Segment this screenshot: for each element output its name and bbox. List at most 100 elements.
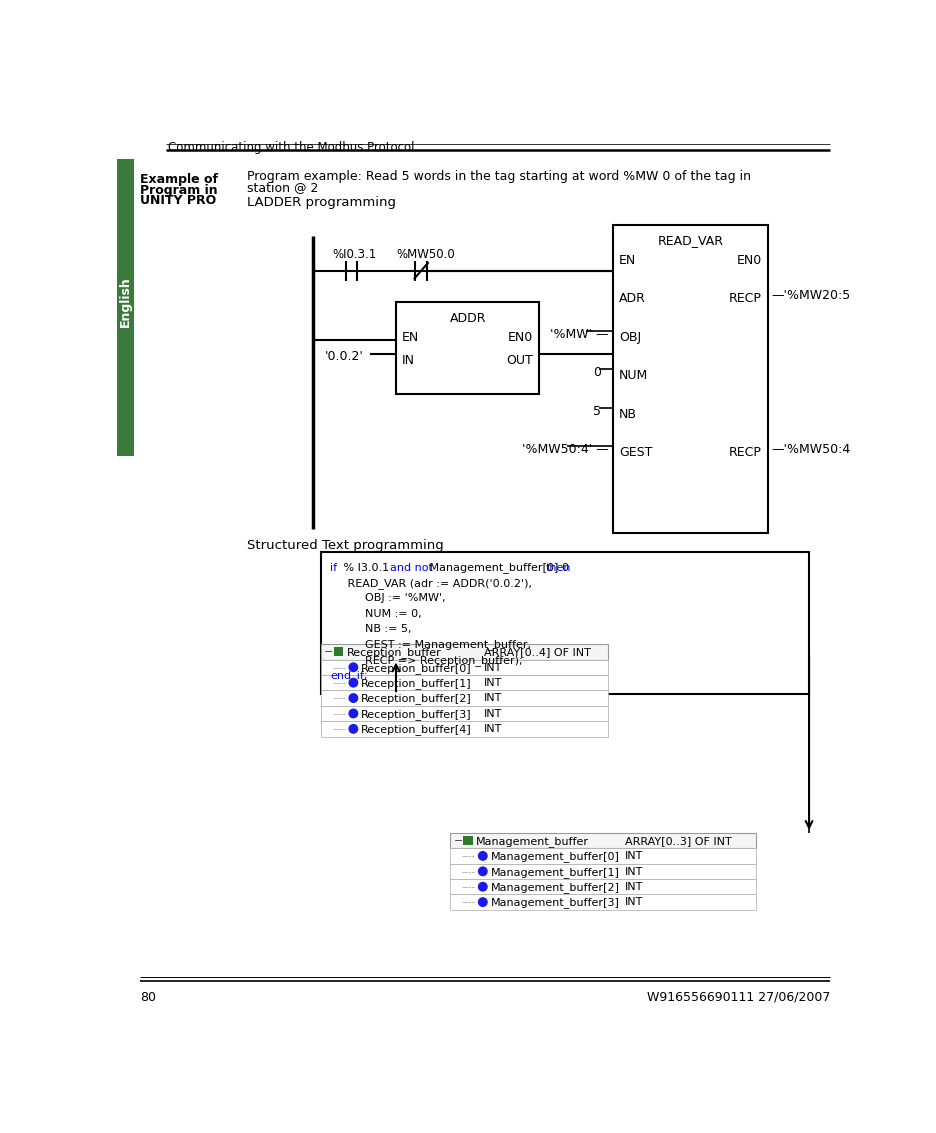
Text: INT: INT <box>624 851 643 861</box>
Text: Structured Text programming: Structured Text programming <box>247 539 444 553</box>
Text: Example of: Example of <box>140 173 218 186</box>
Text: Communicating with the Modbus Protocol: Communicating with the Modbus Protocol <box>168 142 415 154</box>
Text: ADR: ADR <box>620 292 646 305</box>
Text: INT: INT <box>624 867 643 877</box>
Bar <box>450 894 756 910</box>
Circle shape <box>478 852 487 860</box>
Text: ----: ---- <box>461 883 475 892</box>
Text: −: − <box>453 836 462 846</box>
Text: ----: ---- <box>461 851 475 861</box>
Text: NB: NB <box>620 408 637 420</box>
Text: Management_buffer[0]: Management_buffer[0] <box>490 851 620 862</box>
Text: ----: ---- <box>461 897 475 908</box>
Text: '%MW50:4' —: '%MW50:4' — <box>522 443 609 457</box>
Text: INT: INT <box>484 724 502 734</box>
Circle shape <box>478 867 487 876</box>
Text: W916556690111 27/06/2007: W916556690111 27/06/2007 <box>647 990 830 1004</box>
Text: %I0.3.1: %I0.3.1 <box>332 248 376 261</box>
Text: %MW50.0: %MW50.0 <box>396 248 455 261</box>
Bar <box>321 675 607 690</box>
Text: INT: INT <box>484 693 502 704</box>
Text: READ_VAR: READ_VAR <box>657 235 724 247</box>
Text: Program in: Program in <box>140 184 218 197</box>
Bar <box>450 879 756 894</box>
Text: Management_buffer: Management_buffer <box>475 836 589 846</box>
Bar <box>321 690 607 706</box>
Text: INT: INT <box>484 709 502 718</box>
Circle shape <box>349 679 358 687</box>
Text: RECP: RECP <box>729 292 762 305</box>
Circle shape <box>349 663 358 672</box>
Text: Management_buffer[1]: Management_buffer[1] <box>490 867 620 878</box>
Text: English: English <box>119 276 132 327</box>
Text: Reception_buffer[4]: Reception_buffer[4] <box>361 724 472 735</box>
Text: LADDER programming: LADDER programming <box>247 196 396 208</box>
Bar <box>450 833 756 849</box>
Bar <box>450 849 756 863</box>
Text: INT: INT <box>484 663 502 673</box>
Bar <box>396 301 539 394</box>
Text: ----: ---- <box>332 693 346 704</box>
Text: INT: INT <box>624 897 643 908</box>
Text: and not: and not <box>390 563 433 572</box>
Text: —'%MW50:4: —'%MW50:4 <box>772 443 851 457</box>
Circle shape <box>349 709 358 717</box>
Text: Reception_buffer: Reception_buffer <box>346 647 441 658</box>
Circle shape <box>478 897 487 906</box>
Bar <box>117 159 134 455</box>
Text: OUT: OUT <box>506 353 534 367</box>
Text: GEST: GEST <box>620 446 652 459</box>
Text: Reception_buffer[2]: Reception_buffer[2] <box>361 693 472 705</box>
Text: Program example: Read 5 words in the tag starting at word %MW 0 of the tag in: Program example: Read 5 words in the tag… <box>247 170 752 182</box>
Text: Management_buffer[3]: Management_buffer[3] <box>490 897 620 909</box>
Text: ----: ---- <box>332 663 346 673</box>
Circle shape <box>349 725 358 733</box>
Text: EN0: EN0 <box>508 331 534 343</box>
Text: 5: 5 <box>593 404 601 418</box>
Bar <box>334 647 344 656</box>
Text: Management_buffer[0].0: Management_buffer[0].0 <box>426 563 572 573</box>
Text: '0.0.2': '0.0.2' <box>325 350 363 363</box>
Text: RECP => Reception_buffer);: RECP => Reception_buffer); <box>330 655 522 666</box>
Text: —'%MW20:5: —'%MW20:5 <box>772 289 851 303</box>
Text: NUM := 0,: NUM := 0, <box>330 608 422 619</box>
Text: Management_buffer[2]: Management_buffer[2] <box>490 883 620 893</box>
Bar <box>321 645 607 659</box>
Bar <box>463 836 473 845</box>
Bar <box>613 224 768 533</box>
Text: ADDR: ADDR <box>449 313 486 325</box>
Text: UNITY PRO: UNITY PRO <box>140 195 216 207</box>
Bar <box>450 863 756 879</box>
Text: READ_VAR (adr := ADDR('0.0.2'),: READ_VAR (adr := ADDR('0.0.2'), <box>330 578 533 589</box>
Text: IN: IN <box>402 353 416 367</box>
Text: ARRAY[0..4] OF INT: ARRAY[0..4] OF INT <box>484 647 591 657</box>
Text: 80: 80 <box>140 990 156 1004</box>
Bar <box>321 706 607 722</box>
Text: Reception_buffer[1]: Reception_buffer[1] <box>361 678 472 689</box>
Text: EN: EN <box>402 331 419 343</box>
Text: ----: ---- <box>461 867 475 877</box>
Text: EN0: EN0 <box>737 254 762 266</box>
Text: ----: ---- <box>332 709 346 718</box>
Text: −: − <box>324 647 333 657</box>
Text: INT: INT <box>624 883 643 892</box>
Text: NB := 5,: NB := 5, <box>330 624 412 634</box>
Text: '%MW' —: '%MW' — <box>550 327 609 341</box>
Text: ----: ---- <box>332 678 346 688</box>
Text: ARRAY[0..3] OF INT: ARRAY[0..3] OF INT <box>624 836 731 846</box>
Text: station @ 2: station @ 2 <box>247 180 318 194</box>
Circle shape <box>349 693 358 702</box>
Text: % I3.0.1: % I3.0.1 <box>340 563 393 572</box>
Text: RECP: RECP <box>729 446 762 459</box>
Bar <box>321 659 607 675</box>
Text: then: then <box>546 563 572 572</box>
Text: end_if;: end_if; <box>330 671 368 681</box>
Text: Reception_buffer[0]: Reception_buffer[0] <box>361 663 472 673</box>
Text: NUM: NUM <box>620 369 649 382</box>
Text: ----: ---- <box>332 724 346 734</box>
Text: Reception_buffer[3]: Reception_buffer[3] <box>361 709 472 719</box>
Circle shape <box>478 883 487 891</box>
Text: INT: INT <box>484 678 502 688</box>
Bar <box>321 552 809 695</box>
Text: OBJ: OBJ <box>620 331 641 343</box>
